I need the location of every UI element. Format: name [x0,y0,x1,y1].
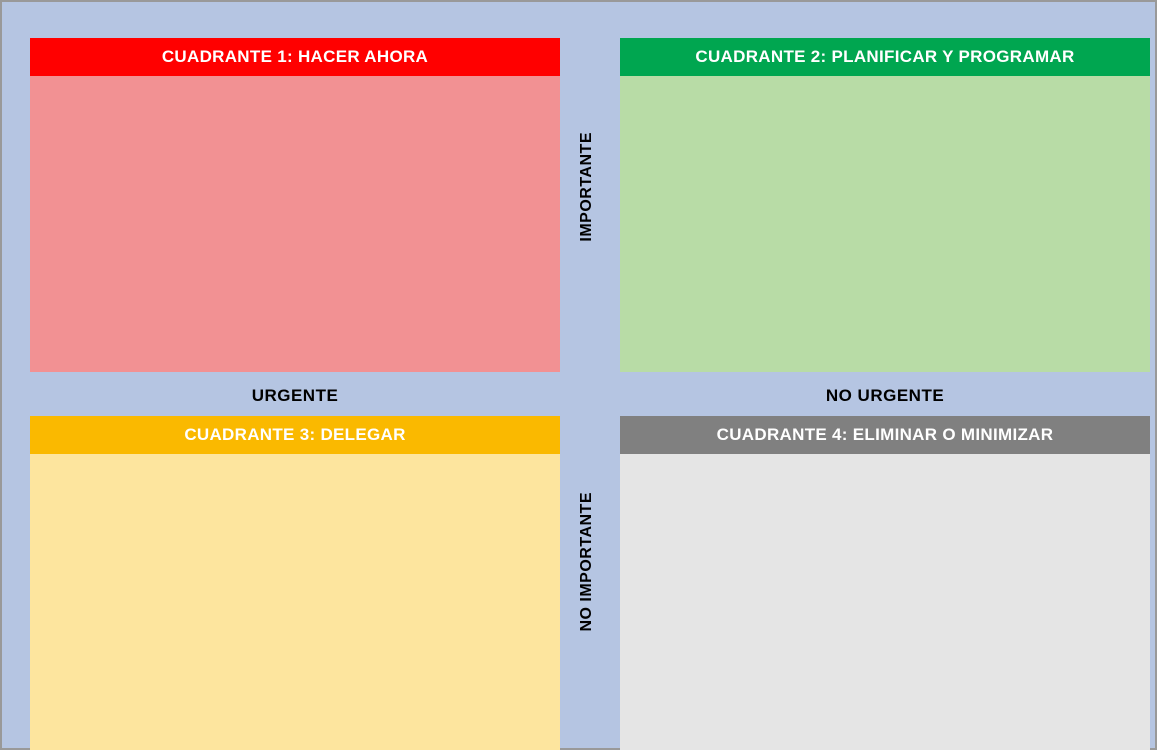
quadrant-3-body [30,454,560,750]
quadrant-1-body [30,76,560,372]
axis-label-no-importante: NO IMPORTANTE [578,492,596,632]
quadrant-1: CUADRANTE 1: HACER AHORA [30,38,560,372]
axis-label-urgente: URGENTE [195,386,395,406]
axis-label-no-urgente: NO URGENTE [785,386,985,406]
quadrant-2: CUADRANTE 2: PLANIFICAR Y PROGRAMAR [620,38,1150,372]
quadrant-4-body [620,454,1150,750]
quadrant-3: CUADRANTE 3: DELEGAR [30,416,560,750]
axis-label-importante: IMPORTANTE [578,132,596,242]
quadrant-1-header: CUADRANTE 1: HACER AHORA [30,38,560,76]
quadrant-4: CUADRANTE 4: ELIMINAR O MINIMIZAR [620,416,1150,750]
quadrant-2-body [620,76,1150,372]
quadrant-2-header: CUADRANTE 2: PLANIFICAR Y PROGRAMAR [620,38,1150,76]
eisenhower-matrix: CUADRANTE 1: HACER AHORA CUADRANTE 2: PL… [2,2,1155,748]
quadrant-4-header: CUADRANTE 4: ELIMINAR O MINIMIZAR [620,416,1150,454]
quadrant-3-header: CUADRANTE 3: DELEGAR [30,416,560,454]
